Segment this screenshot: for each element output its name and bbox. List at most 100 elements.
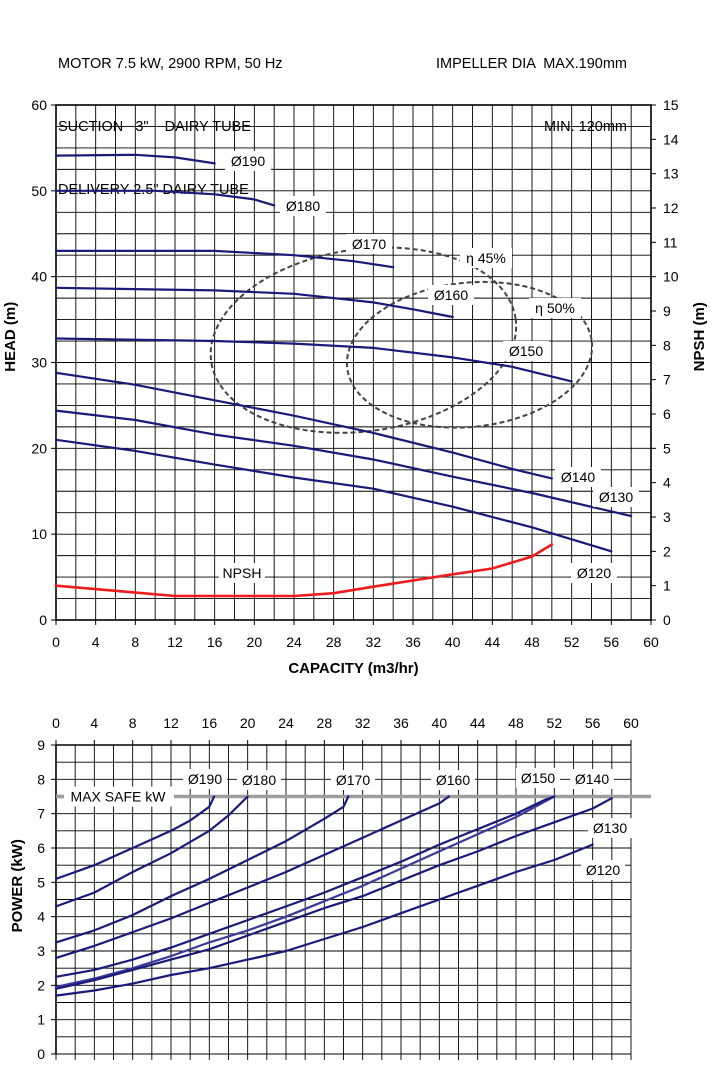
npsh-y-tick-label: 5	[663, 440, 671, 456]
npsh-y-tick-label: 2	[663, 543, 671, 559]
power-curve-label-d190: Ø190	[188, 771, 222, 787]
power-x-tick-label: 48	[508, 715, 524, 731]
power-label-bg	[588, 818, 632, 838]
head-label-bg	[593, 487, 639, 507]
npsh-y-tick-label: 15	[663, 97, 679, 113]
power-x-tick-label: 32	[355, 715, 371, 731]
power-x-tick-label: 44	[470, 715, 486, 731]
power-curve-d120	[54, 843, 594, 997]
power-y-tick-label: 4	[37, 909, 45, 925]
power-x-tick-label: 40	[432, 715, 448, 731]
impeller-max: IMPELLER DIA MAX.190mm	[436, 56, 627, 72]
head-x-tick-label: 8	[131, 634, 139, 650]
head-x-tick-label: 24	[286, 634, 302, 650]
power-chart: 0 4 8 12 16 20 24 28 32 36 40 44 48 52 56 600123456789P…	[9, 715, 651, 1062]
power-x-tick-label: 60	[623, 715, 639, 731]
power-label-bg	[183, 769, 227, 789]
power-y-tick-label: 6	[37, 840, 45, 856]
power-curve-label-d150: Ø150	[521, 770, 555, 786]
npsh-y-tick-label: 12	[663, 200, 679, 216]
head-x-tick-label: 48	[524, 634, 540, 650]
eta-label-bg	[460, 248, 512, 268]
head-y-tick-label: 0	[39, 612, 47, 628]
head-curve-label-d170: Ø170	[352, 236, 386, 252]
head-x-tick-label: 40	[445, 634, 461, 650]
power-curve-d190	[54, 795, 216, 880]
power-x-tick-label: 4	[90, 715, 98, 731]
head-curve-d180	[54, 189, 276, 207]
power-x-tick-label: 0	[52, 715, 60, 731]
power-label-bg	[237, 770, 281, 790]
efficiency-label-eta-45pct: η 45%	[466, 250, 506, 266]
head-curve-label-d150: Ø150	[509, 343, 543, 359]
head-x-tick-label: 36	[405, 634, 421, 650]
head-curve-label-d120: Ø120	[577, 565, 611, 581]
power-y-tick-label: 8	[37, 771, 45, 787]
npsh-y-tick-label: 10	[663, 269, 679, 285]
npsh-y-tick-label: 8	[663, 337, 671, 353]
power-x-tick-label: 56	[585, 715, 601, 731]
head-curve-label-npsh: NPSH	[223, 565, 262, 581]
power-label-bg	[431, 770, 475, 790]
npsh-axis-title: NPSH (m)	[691, 302, 708, 371]
power-y-tick-label: 9	[37, 737, 45, 753]
power-x-tick-label: 28	[317, 715, 333, 731]
head-label-bg	[555, 467, 601, 487]
head-x-tick-label: 28	[326, 634, 342, 650]
power-label-bg	[581, 860, 625, 880]
power-curve-label-d140: Ø140	[575, 771, 609, 787]
head-x-tick-label: 0	[52, 634, 60, 650]
capacity-axis-title: CAPACITY (m3/hr)	[288, 660, 418, 677]
power-curve-label-d170: Ø170	[336, 772, 370, 788]
power-label-bg	[570, 769, 614, 789]
power-label-bg	[331, 770, 375, 790]
head-label-bg	[219, 563, 265, 583]
power-y-tick-label: 0	[37, 1046, 45, 1062]
head-curve-d130	[54, 409, 633, 518]
head-label-bg	[346, 234, 392, 254]
head-y-tick-label: 20	[31, 440, 47, 456]
eta-label-bg	[529, 298, 581, 318]
head-x-tick-label: 44	[485, 634, 501, 650]
head-curve-d120	[54, 438, 613, 553]
efficiency-contour-eta-50pct	[345, 280, 594, 429]
npsh-y-tick-label: 1	[663, 578, 671, 594]
max-safe-label-bg	[64, 786, 174, 807]
power-x-tick-label: 16	[202, 715, 218, 731]
power-curve-label-d130: Ø130	[593, 820, 627, 836]
power-y-tick-label: 2	[37, 977, 45, 993]
power-y-tick-label: 5	[37, 874, 45, 890]
head-y-tick-label: 60	[31, 97, 47, 113]
npsh-y-tick-label: 0	[663, 612, 671, 628]
head-x-tick-label: 60	[643, 634, 659, 650]
power-curve-d170	[54, 795, 350, 944]
power-x-tick-label: 24	[278, 715, 294, 731]
npsh-y-tick-label: 3	[663, 509, 671, 525]
head-x-tick-label: 56	[604, 634, 620, 650]
head-curve-d160	[54, 286, 454, 319]
head-curve-label-d180: Ø180	[286, 198, 320, 214]
head-curve-label-d190: Ø190	[231, 153, 265, 169]
power-curve-d150	[54, 795, 556, 989]
head-y-tick-label: 10	[31, 526, 47, 542]
power-curve-label-d180: Ø180	[242, 772, 276, 788]
power-label-bg	[516, 768, 560, 788]
power-x-tick-label: 8	[129, 715, 137, 731]
suction-spec: SUCTION 3" DAIRY TUBE	[58, 119, 251, 135]
head-label-bg	[503, 341, 549, 361]
npsh-y-tick-label: 7	[663, 372, 671, 388]
power-x-tick-label: 12	[163, 715, 179, 731]
head-x-tick-label: 16	[207, 634, 223, 650]
power-y-tick-label: 3	[37, 943, 45, 959]
head-curve-npsh	[54, 543, 554, 598]
head-x-tick-label: 4	[92, 634, 100, 650]
head-curve-d190	[54, 153, 216, 165]
head-x-tick-label: 52	[564, 634, 580, 650]
power-x-tick-label: 52	[547, 715, 563, 731]
power-curve-d160	[54, 795, 450, 959]
head-label-bg	[428, 285, 474, 305]
head-axis-title: HEAD (m)	[2, 302, 19, 372]
npsh-y-tick-label: 11	[663, 234, 678, 250]
